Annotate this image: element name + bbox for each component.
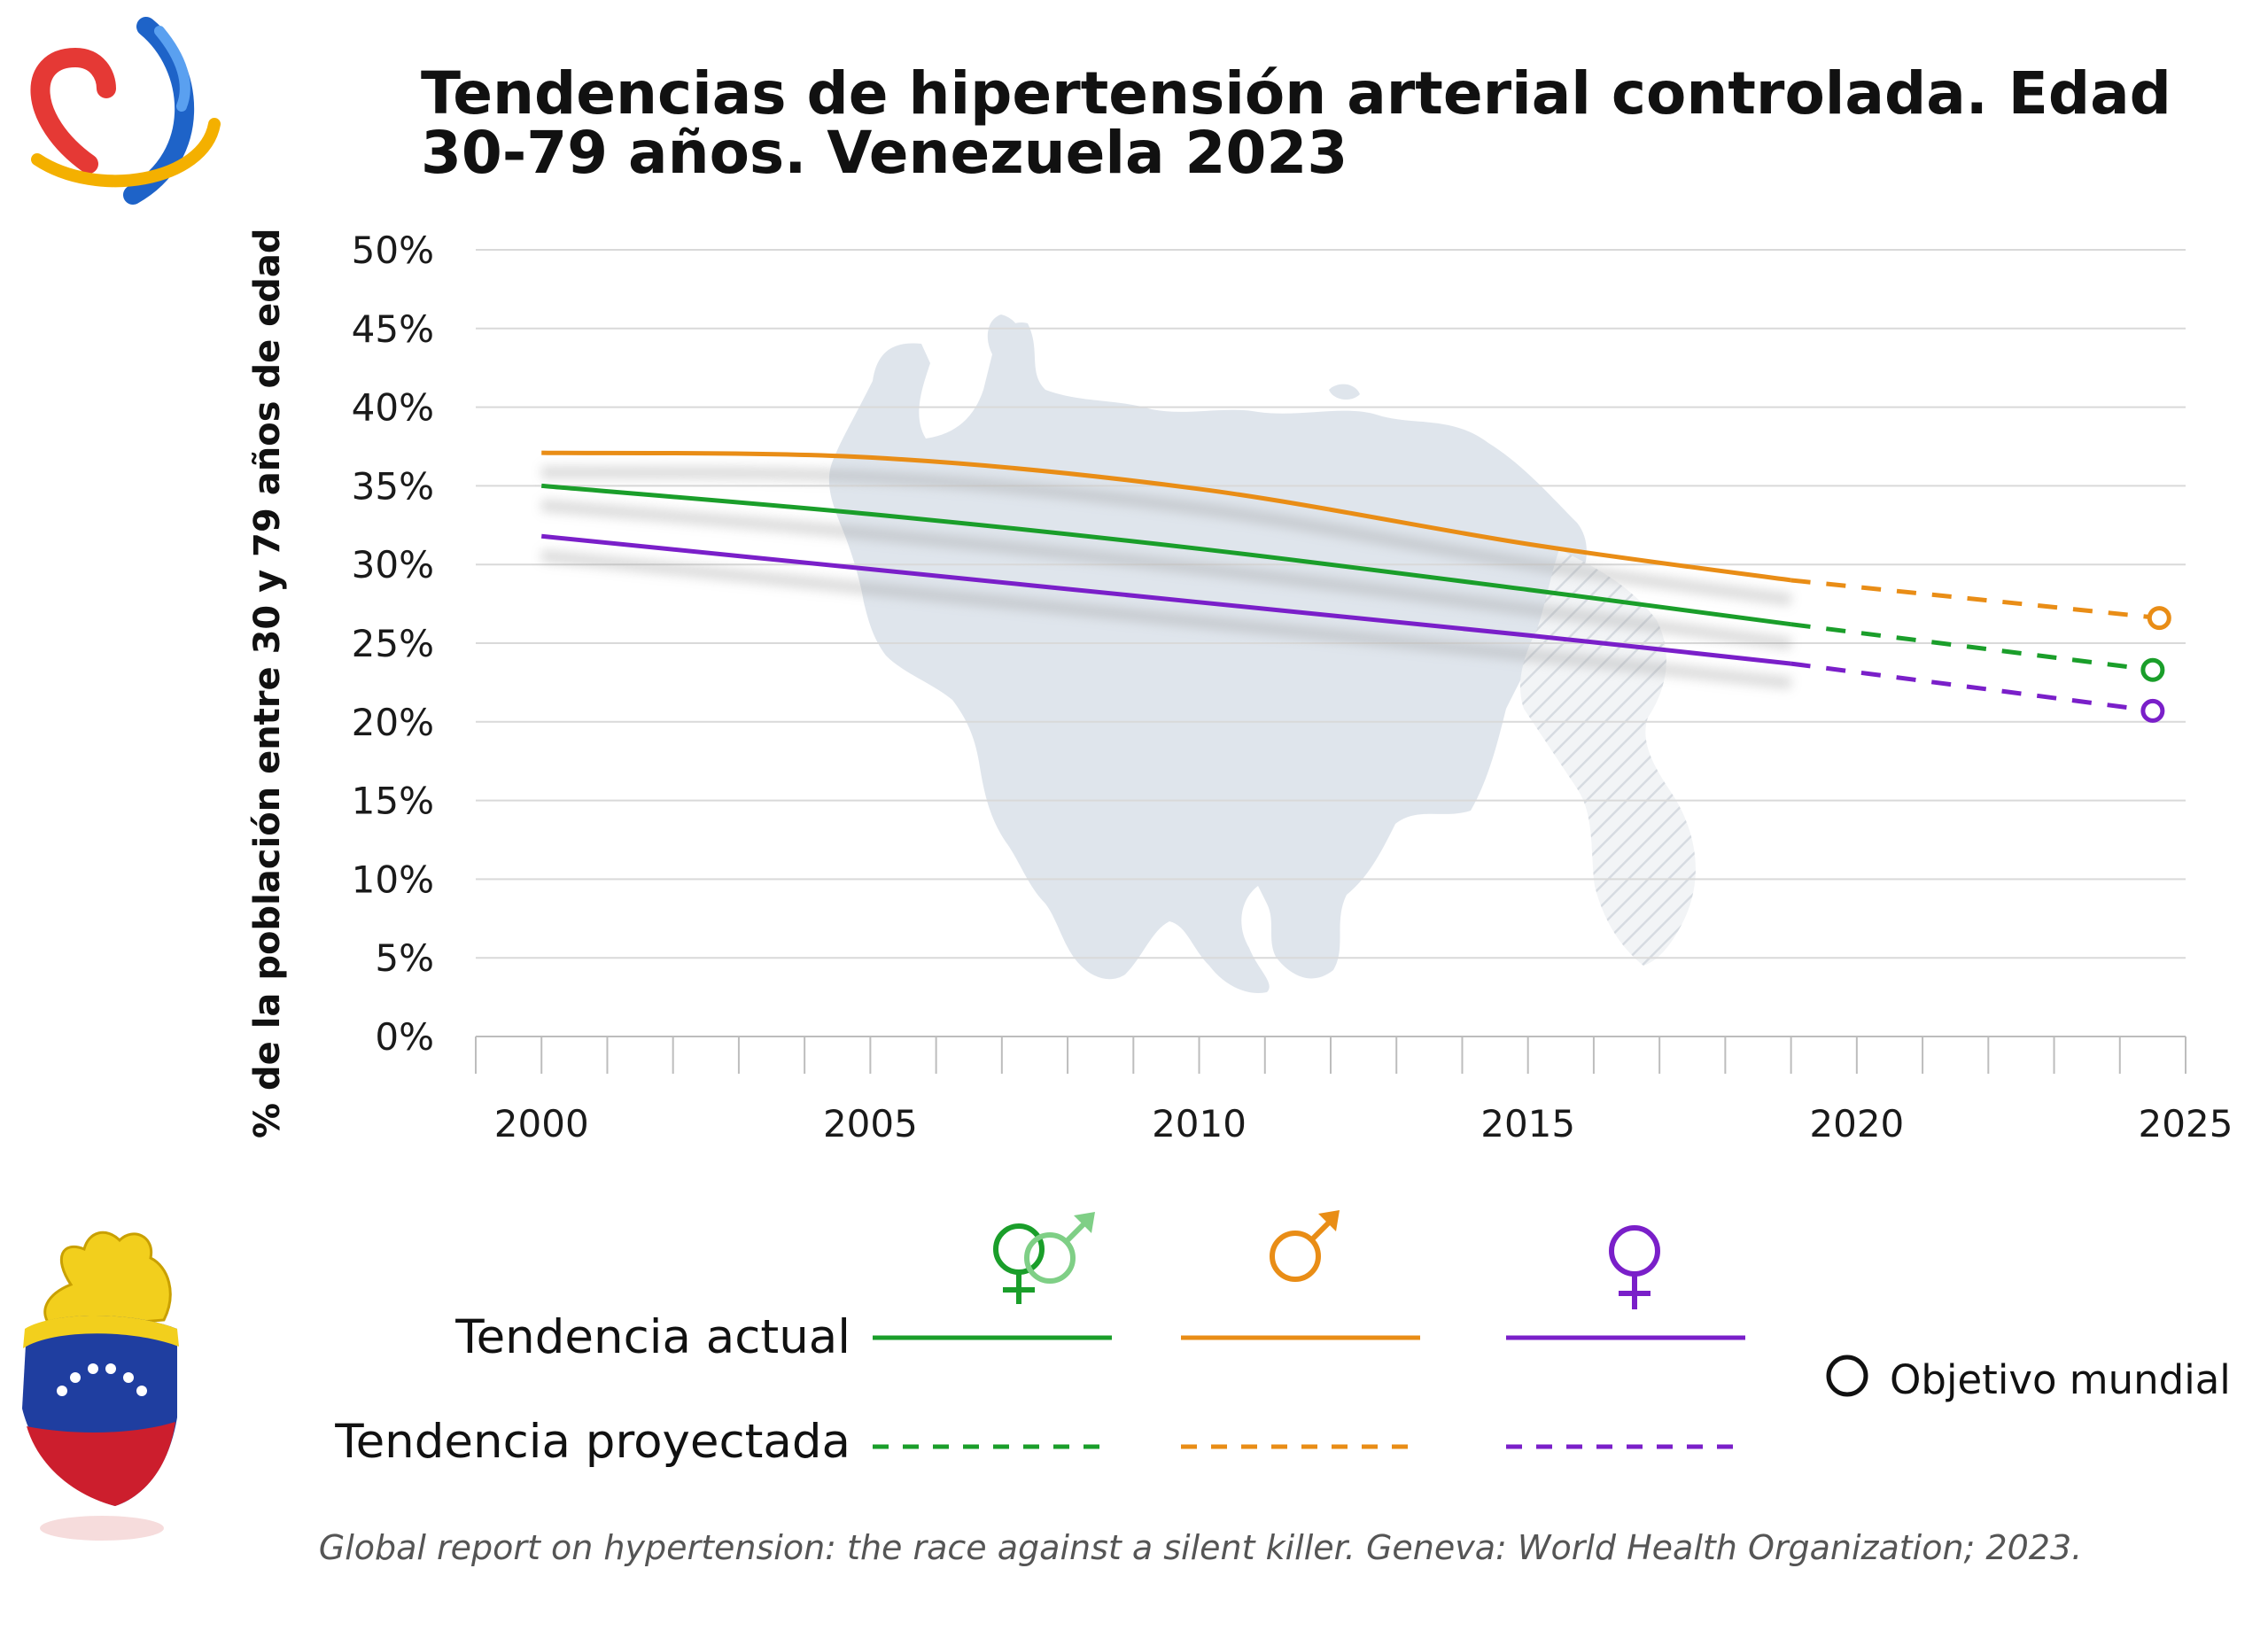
y-axis-label: % de la población entre 30 y 79 años de …: [247, 228, 288, 1138]
y-tick-label: 50%: [352, 229, 434, 272]
y-tick-label: 25%: [352, 622, 434, 665]
series-mujeres-target-point: [2140, 698, 2165, 723]
series-layer: [540, 450, 2171, 723]
female-symbol-icon: [1609, 1225, 1660, 1309]
y-tick-label: 10%: [352, 858, 434, 901]
series-mujeres-actual-line: [540, 533, 1791, 666]
chart-title-line-1: Tendencias de hipertensión arterial cont…: [421, 59, 2171, 128]
y-tick-label: 45%: [352, 307, 434, 351]
y-tick-label: 30%: [352, 543, 434, 586]
x-tick-label: 2020: [1809, 1102, 1904, 1145]
series-ambos-actual-line: [541, 483, 1791, 627]
series-mujeres-shadow: [540, 549, 1792, 690]
male-female-symbol-icon: [993, 1212, 1095, 1304]
axis-layer: 0% 5% 10% 15% 20% 25% 30% 35% 40% 45% 50% 2000 2005 2…: [352, 229, 2233, 1145]
legend-actual-label: Tendencia actual: [454, 1310, 850, 1364]
x-tick-label: 2000: [494, 1102, 589, 1145]
series-hombres-projected-line: [1790, 578, 2160, 621]
chart-title-line-2: 30-79 años. Venezuela 2023: [421, 119, 1348, 187]
source-citation: Global report on hypertension: the race …: [319, 1528, 2082, 1567]
male-symbol-icon: [1270, 1210, 1340, 1282]
venezuela-flag-heart-icon: [22, 1231, 179, 1541]
series-mujeres-projected-line: [1790, 661, 2154, 713]
y-tick-label: 0%: [375, 1015, 434, 1059]
series-ambos-target-point: [2140, 657, 2165, 682]
heart-hands-logo-icon: [30, 17, 221, 205]
y-tick-label: 20%: [352, 701, 434, 744]
y-tick-label: 35%: [352, 464, 434, 508]
y-tick-label: 15%: [352, 780, 434, 823]
x-tick-label: 2015: [1480, 1102, 1575, 1145]
legend-target-label: Objetivo mundial: [1890, 1356, 2231, 1403]
series-ambos-shadow: [540, 499, 1792, 650]
legend-target-marker: [1826, 1355, 1868, 1397]
legend-projected-label: Tendencia proyectada: [334, 1415, 850, 1469]
series-hombres-shadow: [541, 466, 1792, 606]
x-tick-label: 2010: [1152, 1102, 1247, 1145]
series-hombres-target-point: [2147, 606, 2171, 631]
series-hombres-actual-line: [541, 450, 1791, 583]
series-ambos-projected-line: [1790, 622, 2154, 672]
grid-layer: [476, 249, 2186, 959]
x-tick-label: 2025: [2139, 1102, 2233, 1145]
x-tick-label: 2005: [823, 1102, 918, 1145]
y-tick-label: 40%: [352, 386, 434, 430]
legend-lines: [873, 1335, 1745, 1449]
y-tick-label: 5%: [375, 936, 434, 980]
